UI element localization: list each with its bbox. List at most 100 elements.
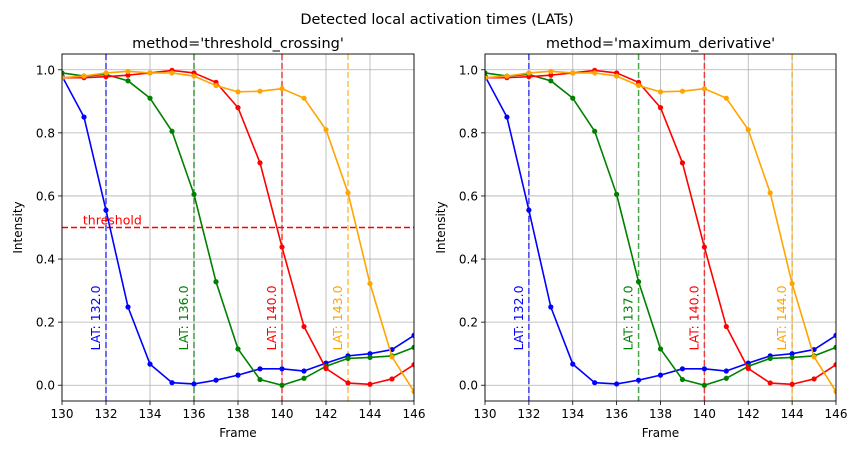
data-point xyxy=(548,68,554,74)
y-axis-label: Intensity xyxy=(434,201,448,253)
chart-title: method='threshold_crossing' xyxy=(132,36,344,52)
x-tick-label: 130 xyxy=(474,407,497,421)
data-point xyxy=(833,332,836,338)
data-point xyxy=(767,380,773,386)
data-point xyxy=(548,78,554,84)
data-point xyxy=(411,362,414,368)
data-point xyxy=(345,190,351,196)
data-point xyxy=(833,388,836,395)
data-point xyxy=(635,377,642,383)
x-tick-label: 134 xyxy=(139,407,162,421)
data-point xyxy=(679,376,686,383)
data-point xyxy=(789,281,795,287)
data-point xyxy=(301,368,307,374)
data-point xyxy=(811,354,817,360)
data-point xyxy=(411,344,414,350)
data-point xyxy=(701,86,707,92)
data-point xyxy=(485,75,488,81)
lat-label: LAT: 132.0 xyxy=(88,285,103,350)
data-point xyxy=(723,375,729,381)
x-tick-label: 140 xyxy=(693,407,716,421)
data-point xyxy=(147,70,153,76)
data-point xyxy=(279,244,285,250)
lat-label: LAT: 137.0 xyxy=(621,285,636,350)
data-point xyxy=(62,70,65,76)
data-point xyxy=(257,88,263,94)
data-point xyxy=(125,68,131,74)
lat-label: LAT: 140.0 xyxy=(264,285,279,350)
chart-panel-maximum-derivative: LAT: 132.0 LAT: 137.0 LAT: 140.0 LAT: 144.0… xyxy=(434,36,847,440)
data-point xyxy=(279,86,285,92)
data-point xyxy=(257,160,263,166)
y-tick-label: 1.0 xyxy=(459,63,478,77)
data-point xyxy=(301,375,307,381)
data-point xyxy=(614,191,620,197)
data-point xyxy=(235,89,241,95)
y-tick-label: 0.4 xyxy=(459,253,478,267)
x-tick-label: 142 xyxy=(315,407,338,421)
data-point xyxy=(679,366,686,372)
data-point xyxy=(235,372,241,378)
data-point xyxy=(257,376,263,383)
data-point xyxy=(103,207,109,213)
lat-label: LAT: 143.0 xyxy=(330,285,345,350)
data-point xyxy=(570,361,576,367)
data-point xyxy=(301,323,307,330)
data-point xyxy=(125,304,131,310)
data-point xyxy=(614,381,620,387)
data-point xyxy=(723,95,729,101)
chart-title: method='maximum_derivative' xyxy=(546,36,775,52)
data-point xyxy=(191,381,197,387)
y-axis-label: Intensity xyxy=(11,201,25,253)
data-point xyxy=(279,382,285,388)
data-point xyxy=(213,82,219,89)
y-tick-label: 0.2 xyxy=(459,316,478,330)
data-point xyxy=(235,105,241,111)
data-point xyxy=(526,74,532,80)
data-point xyxy=(213,377,219,383)
data-point xyxy=(833,344,836,350)
x-tick-label: 142 xyxy=(737,407,760,421)
data-point xyxy=(745,127,751,133)
data-point xyxy=(592,128,598,134)
data-point xyxy=(504,114,510,120)
y-tick-label: 1.0 xyxy=(36,63,55,77)
data-point xyxy=(367,281,373,287)
data-point xyxy=(833,362,836,368)
x-tick-label: 138 xyxy=(649,407,672,421)
data-point xyxy=(367,354,373,361)
data-point xyxy=(548,304,554,310)
x-tick-label: 134 xyxy=(561,407,584,421)
data-point xyxy=(81,114,87,120)
data-point xyxy=(389,354,395,360)
data-point xyxy=(504,73,510,79)
data-point xyxy=(701,366,707,372)
data-point xyxy=(548,72,554,78)
plot-area xyxy=(485,54,836,401)
data-point xyxy=(323,127,329,133)
chart-panel-threshold-crossing: threshold LAT: 132.0 LAT: 136.0 LAT: 140.0 L… xyxy=(11,36,425,440)
data-point xyxy=(811,376,817,382)
data-point xyxy=(103,70,109,76)
data-point xyxy=(411,332,414,338)
data-point xyxy=(592,380,598,386)
lat-label: LAT: 136.0 xyxy=(176,285,191,350)
x-tick-label: 144 xyxy=(781,407,804,421)
data-point xyxy=(213,279,219,285)
x-tick-label: 138 xyxy=(227,407,250,421)
data-point xyxy=(657,372,664,378)
lat-label: LAT: 144.0 xyxy=(774,285,789,350)
x-tick-label: 146 xyxy=(825,407,848,421)
data-point xyxy=(570,70,576,76)
y-tick-label: 0.2 xyxy=(36,316,55,330)
data-point xyxy=(191,73,197,79)
data-point xyxy=(701,244,707,250)
data-point xyxy=(147,95,153,101)
data-point xyxy=(389,376,395,382)
x-tick-label: 136 xyxy=(605,407,628,421)
data-point xyxy=(103,74,109,80)
data-point xyxy=(789,381,795,387)
x-tick-label: 140 xyxy=(271,407,294,421)
data-point xyxy=(147,361,153,367)
data-point xyxy=(723,323,729,330)
